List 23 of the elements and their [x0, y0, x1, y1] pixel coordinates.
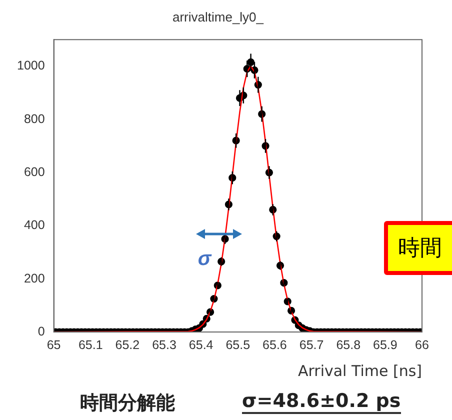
x-tick-label: 65: [46, 338, 61, 352]
x-axis-title: Arrival Time [ns]: [298, 362, 422, 380]
x-tick-label: 65.5: [226, 338, 250, 352]
x-tick-label: 65.1: [78, 338, 103, 352]
x-tick-label: 65.6: [262, 338, 287, 352]
x-tick-label: 65.9: [373, 338, 398, 352]
x-tick-label: 66: [415, 338, 429, 352]
x-tick-label: 65.3: [152, 338, 176, 352]
annotation: 時間: [384, 221, 452, 275]
text: 時間分解能: [80, 391, 175, 416]
chart-title: arrivaltime_ly0_: [172, 9, 264, 24]
y-tick-label: 1000: [16, 58, 45, 73]
y-tick-label: 200: [24, 271, 45, 286]
x-tick-label: 65.2: [115, 338, 140, 352]
annotation: σ: [198, 248, 212, 270]
x-tick-label: 65.8: [336, 338, 361, 352]
y-tick-label: 600: [24, 164, 45, 179]
text: σ=48.6±0.2 ps: [242, 390, 401, 414]
x-tick-label: 65.7: [299, 338, 324, 352]
y-tick-label: 800: [24, 112, 45, 126]
y-tick-label: 0: [38, 324, 45, 338]
y-tick-label: 400: [24, 218, 45, 232]
x-tick-label: 65.4: [188, 338, 214, 352]
